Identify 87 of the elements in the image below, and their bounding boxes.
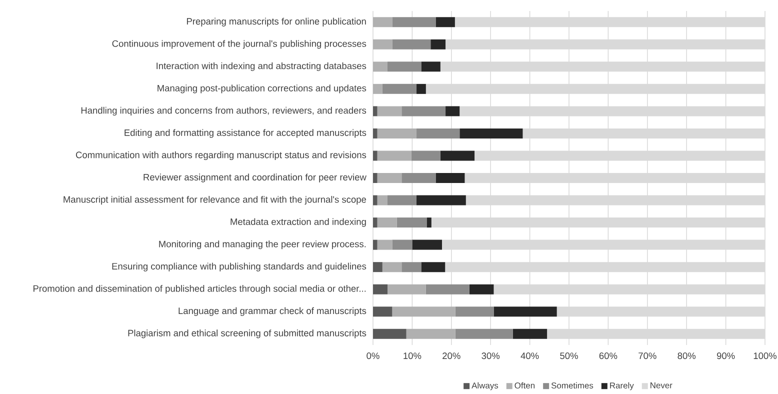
y-tick-label: Promotion and dissemination of published articles through social media or other... [34, 285, 366, 294]
bar [373, 62, 388, 72]
bar [436, 17, 455, 28]
bar [388, 195, 417, 206]
y-tick-label: Interaction with indexing and abstracting databases [156, 62, 366, 71]
bar [373, 150, 378, 161]
legend-label: Often [514, 382, 535, 388]
bar [416, 84, 426, 94]
bar [392, 17, 436, 28]
bar [377, 218, 397, 228]
bar [455, 328, 513, 339]
bar [373, 39, 392, 50]
x-tick-label: 0% [366, 352, 380, 360]
bar [377, 195, 388, 206]
y-tick-label: Plagiarism and ethical screening of submitted manuscripts [128, 330, 366, 338]
bar [421, 62, 440, 72]
x-tick-label: 60% [599, 352, 618, 360]
y-tick-label: Managing post-publication corrections and updates [158, 84, 366, 94]
bar [421, 262, 446, 272]
bar [373, 128, 378, 138]
bar [512, 328, 548, 339]
bar [440, 150, 475, 161]
bar [455, 306, 494, 317]
bar [373, 240, 378, 250]
bar [416, 195, 466, 206]
bar [373, 306, 392, 317]
bar [392, 306, 456, 317]
bar [402, 262, 422, 272]
bar [373, 17, 392, 28]
x-tick-label: 70% [638, 352, 656, 360]
y-tick-label: Manuscript initial assessment for relevance and fit with the journal's scope [64, 196, 366, 205]
bar [377, 150, 412, 161]
bar [373, 328, 406, 339]
bar [446, 106, 460, 116]
y-tick-label: Continuous improvement of the journal's publishing processes [112, 40, 366, 49]
bar [426, 218, 432, 228]
bar [411, 150, 440, 161]
bar [373, 106, 378, 116]
bar [382, 262, 402, 272]
bar [416, 128, 460, 138]
bar [392, 240, 412, 250]
bar [402, 173, 436, 184]
legend-label: Sometimes [551, 382, 594, 388]
y-tick-label: Ensuring compliance with publishing standards and guidelines [112, 262, 366, 272]
bar [396, 218, 427, 228]
bar [382, 84, 417, 94]
bar [373, 262, 382, 272]
bar [436, 173, 465, 184]
y-tick-label: Editing and formatting assistance for accepted manuscripts [124, 129, 366, 138]
x-tick-label: 90% [716, 352, 735, 360]
bar [377, 128, 417, 138]
bar [494, 306, 557, 317]
bar [402, 106, 446, 116]
bar [373, 84, 382, 94]
y-tick-label: Monitoring and managing the peer review process. [159, 240, 366, 250]
y-tick-label: Language and grammar check of manuscripts [178, 307, 366, 316]
bar [469, 284, 494, 294]
y-tick-label: Handling inquiries and concerns from authors, reviewers, and readers [81, 106, 366, 116]
y-tick-label: Communication with authors regarding manuscript status and revisions [76, 151, 366, 160]
x-tick-label: 100% [754, 352, 777, 360]
bar [388, 62, 422, 72]
x-tick-label: 30% [482, 352, 500, 360]
bar [392, 39, 431, 50]
bar [388, 284, 426, 294]
x-tick-label: 10% [404, 352, 422, 360]
y-tick-label: Metadata extraction and indexing [230, 218, 366, 227]
y-tick-label: Preparing manuscripts for online publication [186, 18, 366, 26]
bar [412, 240, 442, 250]
bar [377, 173, 402, 184]
bar [373, 195, 378, 206]
x-tick-label: 20% [442, 352, 460, 360]
bar [377, 240, 392, 250]
x-tick-label: 40% [520, 352, 539, 360]
legend-label: Never [650, 382, 672, 388]
legend-label: Rarely [610, 382, 634, 390]
y-tick-label: Reviewer assignment and coordination for peer review [144, 174, 366, 182]
bar [377, 106, 402, 116]
bar [373, 284, 388, 294]
bar [426, 284, 470, 294]
bar [373, 173, 378, 184]
x-tick-label: 50% [560, 352, 578, 360]
bar [430, 39, 446, 50]
bar [460, 128, 523, 138]
x-tick-label: 80% [678, 352, 696, 360]
bar [406, 328, 456, 339]
bar [373, 218, 378, 228]
legend-label: Always [472, 382, 498, 390]
